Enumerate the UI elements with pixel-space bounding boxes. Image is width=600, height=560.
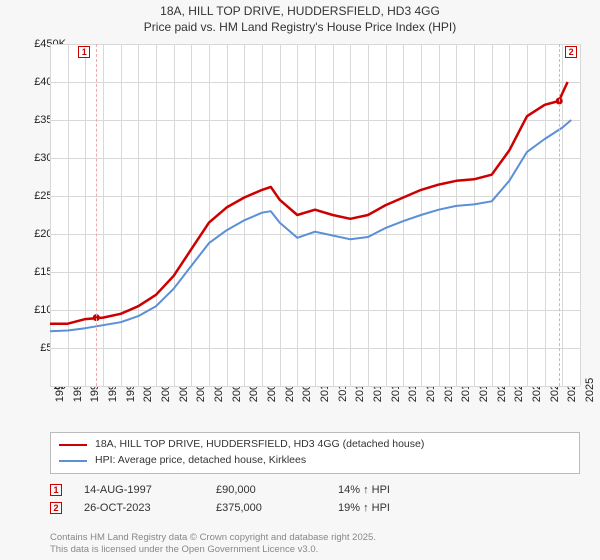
x-tick-label: 2025 bbox=[584, 378, 596, 402]
legend-swatch-2 bbox=[59, 460, 87, 462]
event-row-2: 2 26-OCT-2023 £375,000 19% ↑ HPI bbox=[50, 502, 580, 514]
event-row-1: 1 14-AUG-1997 £90,000 14% ↑ HPI bbox=[50, 484, 580, 496]
marker-box: 2 bbox=[565, 46, 577, 58]
legend-label-1: 18A, HILL TOP DRIVE, HUDDERSFIELD, HD3 4… bbox=[95, 437, 424, 453]
events-table: 1 14-AUG-1997 £90,000 14% ↑ HPI 2 26-OCT… bbox=[50, 478, 580, 514]
legend-item-2: HPI: Average price, detached house, Kirk… bbox=[59, 453, 571, 469]
legend-label-2: HPI: Average price, detached house, Kirk… bbox=[95, 453, 306, 469]
chart-title-line2: Price paid vs. HM Land Registry's House … bbox=[0, 20, 600, 36]
footer-line1: Contains HM Land Registry data © Crown c… bbox=[50, 532, 580, 544]
event-price-2: £375,000 bbox=[216, 502, 316, 514]
event-pct-2: 19% ↑ HPI bbox=[338, 502, 458, 514]
marker-box: 1 bbox=[78, 46, 90, 58]
event-marker-1: 1 bbox=[50, 484, 62, 496]
footer-line2: This data is licensed under the Open Gov… bbox=[50, 544, 580, 556]
plot-area: 12 bbox=[50, 44, 580, 386]
line-plot bbox=[50, 44, 580, 386]
legend-item-1: 18A, HILL TOP DRIVE, HUDDERSFIELD, HD3 4… bbox=[59, 437, 571, 453]
chart-title-block: 18A, HILL TOP DRIVE, HUDDERSFIELD, HD3 4… bbox=[0, 0, 600, 35]
event-marker-2: 2 bbox=[50, 502, 62, 514]
chart-title-line1: 18A, HILL TOP DRIVE, HUDDERSFIELD, HD3 4… bbox=[0, 4, 600, 20]
legend-swatch-1 bbox=[59, 444, 87, 446]
event-date-1: 14-AUG-1997 bbox=[84, 484, 194, 496]
event-pct-1: 14% ↑ HPI bbox=[338, 484, 458, 496]
legend: 18A, HILL TOP DRIVE, HUDDERSFIELD, HD3 4… bbox=[50, 432, 580, 474]
event-date-2: 26-OCT-2023 bbox=[84, 502, 194, 514]
event-price-1: £90,000 bbox=[216, 484, 316, 496]
chart-container: 18A, HILL TOP DRIVE, HUDDERSFIELD, HD3 4… bbox=[0, 0, 600, 560]
footer: Contains HM Land Registry data © Crown c… bbox=[50, 532, 580, 556]
series-line bbox=[50, 120, 571, 331]
series-line bbox=[50, 82, 568, 324]
